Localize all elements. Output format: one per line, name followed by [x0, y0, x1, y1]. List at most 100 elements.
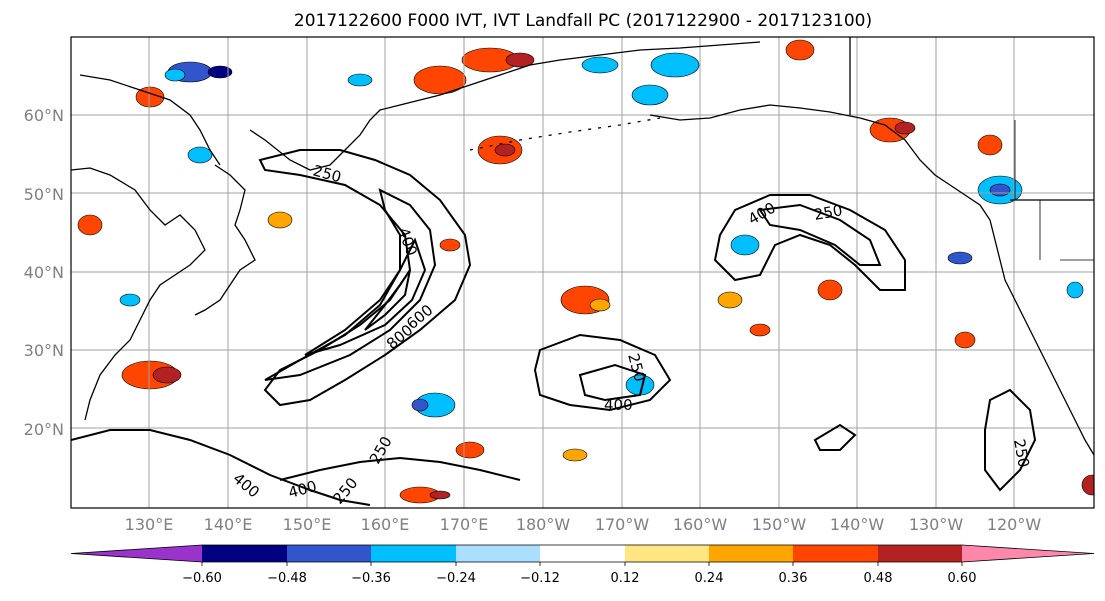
- pc-shaded-area: [413, 65, 467, 95]
- pc-shaded-area: [817, 279, 843, 301]
- pc-shaded-area: [439, 238, 461, 252]
- colorbar-tick-label: −0.24: [436, 571, 476, 586]
- pc-shaded-area: [717, 291, 743, 309]
- colorbar-tick-label: 0.12: [611, 571, 640, 586]
- lat-label: 50°N: [24, 185, 64, 204]
- pc-shaded-area: [455, 441, 485, 459]
- contour-tropical-1: [71, 429, 371, 506]
- pc-shaded-area: [411, 398, 429, 412]
- colorbar-tick-label: −0.12: [520, 571, 560, 586]
- colorbar-segment: [456, 545, 540, 562]
- pc-shaded-area: [650, 52, 700, 78]
- lat-label: 20°N: [24, 420, 64, 439]
- lon-label: 130°W: [909, 515, 964, 534]
- coast-asia: [71, 167, 206, 421]
- map-panel: 250 400 600 800 250 400 250 400 250 400 …: [70, 36, 1095, 509]
- colorbar-segment: [202, 545, 287, 562]
- pc-shaded-area: [494, 143, 516, 157]
- pc-shaded-area: [187, 146, 213, 164]
- aleutian-chain: [469, 117, 661, 151]
- contour-east-250: [713, 194, 906, 291]
- colorbar-extend-min: [71, 545, 202, 562]
- coast-japan: [194, 164, 256, 316]
- pc-shaded-area: [989, 183, 1011, 197]
- pc-shaded-area: [429, 490, 451, 500]
- coast-north-america: [949, 184, 1094, 456]
- colorbar-extend-max: [962, 545, 1094, 562]
- lon-label: 170°E: [440, 515, 489, 534]
- longitude-labels: 130°E 140°E 150°E 160°E 170°E 180°W 170°…: [125, 515, 1042, 534]
- border-inner-1: [1014, 120, 1094, 261]
- colorbar-tick-label: 0.24: [695, 571, 724, 586]
- lon-label: 140°W: [830, 515, 885, 534]
- contour-central-400: [578, 363, 647, 402]
- colorbar-segment: [540, 545, 625, 562]
- pc-shaded-area: [785, 39, 815, 61]
- coast-alaska: [649, 104, 951, 186]
- contour-label: 250: [1010, 438, 1033, 469]
- pc-shaded-area: [77, 214, 103, 236]
- contour-tropical-4: [984, 388, 1037, 492]
- colorbar: −0.60 −0.48 −0.36 −0.24 −0.12 0.12 0.24 0.36 0.4…: [70, 544, 1095, 586]
- contour-west-400: [264, 188, 437, 381]
- lon-label: 150°W: [752, 515, 807, 534]
- contour-label: 400: [604, 396, 633, 414]
- colorbar-segment: [625, 545, 709, 562]
- coast-siberia: [439, 41, 761, 96]
- ivt-contours: [71, 149, 1037, 506]
- pc-shaded-area: [730, 234, 760, 256]
- pc-shaded-area: [347, 73, 373, 87]
- contour-west-800: [364, 269, 411, 331]
- pc-shaded-area: [954, 331, 976, 349]
- pc-shaded-area: [947, 251, 973, 265]
- lon-label: 160°W: [673, 515, 728, 534]
- pc-shaded-area: [581, 56, 619, 74]
- lon-label: 170°W: [595, 515, 650, 534]
- lon-label: 180°W: [516, 515, 571, 534]
- pc-shaded-area: [505, 52, 535, 68]
- pc-shaded-area: [631, 84, 669, 106]
- coast-kamchatka: [249, 94, 441, 171]
- contour-east-400: [758, 203, 882, 266]
- pc-shaded-area: [894, 121, 916, 135]
- colorbar-segment: [287, 545, 371, 562]
- figure-title: 2017122600 F000 IVT, IVT Landfall PC (20…: [294, 11, 872, 31]
- pc-shaded-area: [164, 68, 186, 82]
- lat-label: 40°N: [24, 263, 64, 282]
- colorbar-tick-label: 0.48: [864, 571, 893, 586]
- lat-label: 30°N: [24, 341, 64, 360]
- pc-shaded-area: [119, 293, 141, 307]
- pc-shading-layer: [77, 39, 1094, 504]
- colorbar-tick-label: 0.60: [948, 571, 977, 586]
- lon-label: 160°E: [361, 515, 410, 534]
- lon-label: 150°E: [283, 515, 332, 534]
- pc-shaded-area: [562, 448, 588, 462]
- contour-west-600: [304, 237, 427, 356]
- pc-shaded-area: [1066, 281, 1084, 299]
- lon-label: 130°E: [125, 515, 174, 534]
- colorbar-tick-label: −0.36: [351, 571, 391, 586]
- lon-label: 140°E: [204, 515, 253, 534]
- coastlines: [71, 37, 1094, 456]
- contour-label: 250: [813, 201, 844, 224]
- contour-tropical-3: [813, 423, 857, 451]
- pc-shaded-area: [749, 323, 771, 337]
- coast-okhotsk: [79, 74, 221, 166]
- contour-tropical-2: [279, 456, 521, 481]
- pc-shaded-area: [1081, 474, 1094, 496]
- colorbar-tick-label: −0.48: [267, 571, 307, 586]
- lat-label: 60°N: [24, 106, 64, 125]
- colorbar-tick-label: 0.36: [779, 571, 808, 586]
- pc-shaded-area: [267, 211, 293, 229]
- latitude-labels: 60°N 50°N 40°N 30°N 20°N: [24, 106, 64, 439]
- colorbar-segment: [709, 545, 793, 562]
- colorbar-segment: [878, 545, 962, 562]
- colorbar-segment: [371, 545, 456, 562]
- colorbar-tick-label: −0.60: [182, 571, 222, 586]
- map-frame: [70, 36, 1095, 509]
- colorbar-segment: [793, 545, 878, 562]
- pc-shaded-area: [135, 86, 165, 108]
- contour-central-250: [533, 333, 672, 412]
- pc-shaded-area: [152, 366, 182, 384]
